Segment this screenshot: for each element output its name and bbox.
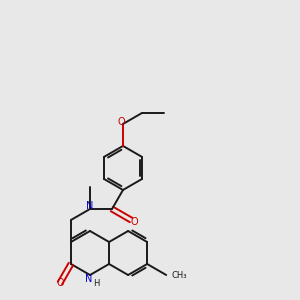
Text: O: O [56, 278, 64, 288]
Text: N: N [86, 201, 94, 211]
Text: O: O [117, 117, 125, 127]
Text: O: O [130, 217, 138, 227]
Text: N: N [85, 274, 93, 284]
Text: CH₃: CH₃ [171, 271, 187, 280]
Text: H: H [93, 280, 99, 289]
